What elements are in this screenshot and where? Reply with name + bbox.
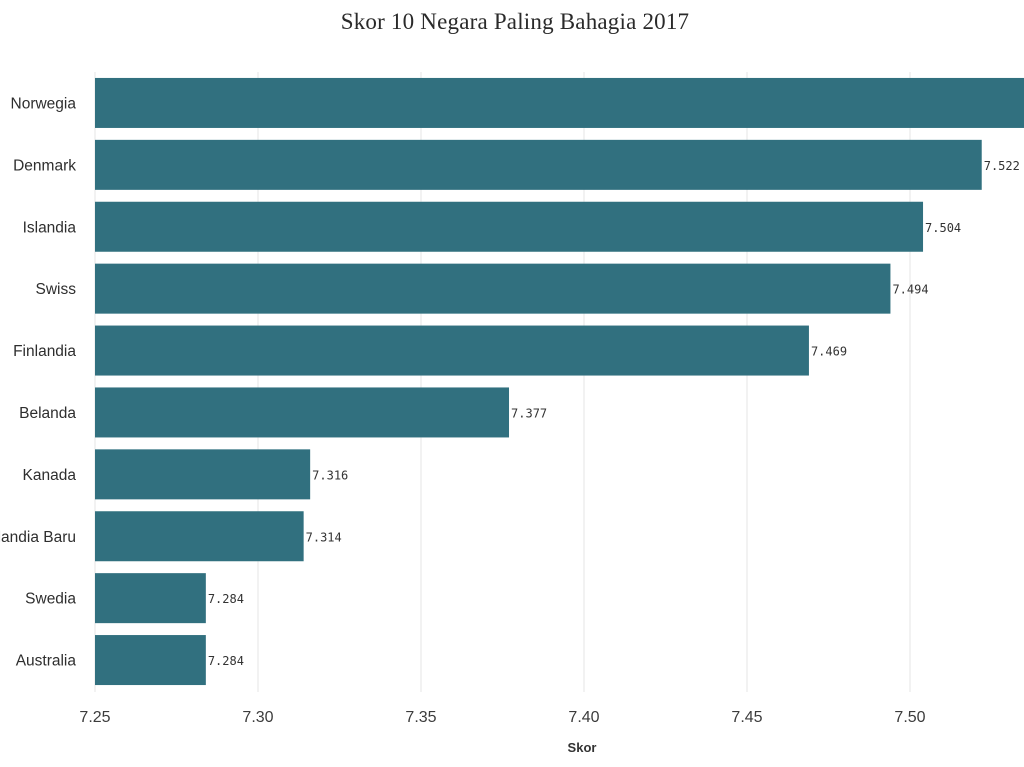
data-label: 7.284	[208, 654, 244, 668]
bar	[95, 139, 982, 190]
category-label: Denmark	[13, 157, 76, 174]
bar	[95, 201, 924, 252]
x-tick-label: 7.45	[731, 709, 762, 726]
category-label: Norwegia	[11, 95, 77, 112]
x-tick-label: 7.30	[242, 709, 273, 726]
category-label: Finlandia	[13, 343, 76, 360]
x-tick-label: 7.50	[894, 709, 925, 726]
x-tick-label: 7.25	[79, 709, 110, 726]
bar	[95, 387, 510, 438]
bar	[95, 77, 1024, 128]
category-label: Swedia	[25, 591, 76, 608]
bar	[95, 511, 304, 562]
data-label: 7.504	[925, 221, 961, 235]
data-label: 7.316	[312, 468, 348, 482]
data-label: 7.377	[511, 406, 547, 420]
category-label: Selandia Baru	[0, 529, 76, 546]
data-label: 7.522	[984, 159, 1020, 173]
data-label: 7.284	[208, 592, 244, 606]
bars	[95, 77, 1024, 686]
chart-title: Skor 10 Negara Paling Bahagia 2017	[340, 9, 690, 34]
x-axis-title: Skor	[568, 740, 597, 755]
bar	[95, 635, 206, 686]
category-label: Belanda	[19, 405, 76, 422]
category-label: Islandia	[23, 219, 77, 236]
bar	[95, 263, 891, 314]
data-label: 7.494	[892, 283, 928, 297]
bar	[95, 449, 311, 500]
labels: 7.257.307.357.407.457.50Norwegia7.537Den…	[0, 95, 1020, 726]
x-tick-label: 7.40	[568, 709, 599, 726]
bar	[95, 573, 206, 624]
category-label: Kanada	[23, 467, 77, 484]
x-tick-label: 7.35	[405, 709, 436, 726]
bar	[95, 325, 809, 376]
data-label: 7.314	[306, 530, 342, 544]
data-label: 7.469	[811, 345, 847, 359]
category-label: Swiss	[36, 281, 77, 298]
category-label: Australia	[16, 653, 77, 670]
